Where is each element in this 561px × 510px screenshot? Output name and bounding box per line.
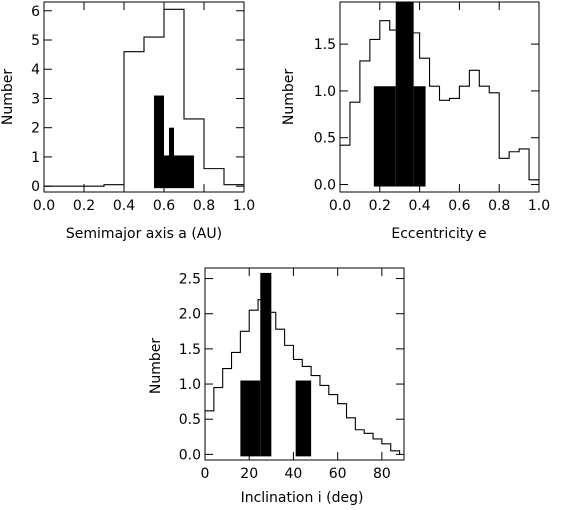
panel1-ytick-label: 5 (31, 33, 40, 49)
panel2-xtick-label: 0.6 (448, 198, 470, 214)
panel2-filled-bar (413, 86, 426, 187)
panel1-ytick-label: 1 (31, 150, 40, 166)
panel3-filled-bar (260, 272, 272, 457)
panel3-outline-histogram (205, 299, 401, 455)
panel1-xtick-label: 0.2 (73, 198, 95, 214)
panel2-ytick-label: 1.5 (314, 37, 336, 53)
panel1-ytick-label: 0 (31, 179, 40, 195)
panel3-ytick-label: 1.0 (179, 377, 201, 393)
panel2-ylabel: Number (281, 69, 297, 125)
panel3-xtick-label: 40 (285, 466, 303, 482)
panel3-xtick-label: 80 (373, 466, 391, 482)
panel1-ytick-label: 2 (31, 121, 40, 137)
panel2-xtick-label: 0.0 (329, 198, 351, 214)
panel-semimajor-axis: Semimajor axis a (AU) Number 0.0 0.2 0.4 0.… (0, 1, 255, 242)
panel1-filled-bar (174, 155, 184, 189)
panel1-xtick-label: 0.8 (193, 198, 215, 214)
panel3-xtick-label: 0 (201, 466, 210, 482)
panel1-xtick-label: 0.6 (153, 198, 175, 214)
panel1-ylabel: Number (0, 69, 16, 125)
panel2-xlabel: Eccentricity e (391, 226, 486, 242)
panel2-filled-bar (395, 2, 414, 187)
panel3-xtick-label: 20 (240, 466, 258, 482)
panel3-filled-bar (295, 380, 312, 457)
panel3-ytick-label: 2.5 (179, 272, 201, 288)
panel1-frame (43, 1, 245, 193)
panel1-ytick-label: 6 (31, 4, 40, 20)
panel2-ytick-label: 1.0 (314, 84, 336, 100)
panel1-ytick-label: 3 (31, 91, 40, 107)
panel1-filled-bar (169, 127, 174, 189)
panel2-frame (339, 1, 540, 193)
panel-inclination: Inclination i (deg) Number 0 20 40 60 80 0.0 0… (148, 267, 405, 506)
panel1-plot-area (44, 8, 244, 189)
panel2-xtick-label: 0.2 (369, 198, 391, 214)
panel2-xtick-label: 1.0 (528, 198, 550, 214)
panel3-ytick-label: 0.0 (179, 447, 201, 463)
panel2-outline-histogram (340, 13, 539, 185)
panel3-ytick-label: 0.5 (179, 412, 201, 428)
panel3-xlabel: Inclination i (deg) (241, 490, 364, 506)
panel2-ytick-label: 0.5 (314, 131, 336, 147)
panel2-plot-area (340, 2, 539, 187)
panel3-ylabel: Number (148, 338, 164, 394)
panel3-ytick-label: 1.5 (179, 342, 201, 358)
panel1-xtick-label: 1.0 (233, 198, 255, 214)
panel2-xtick-label: 0.4 (408, 198, 430, 214)
panel3-filled-bar (240, 380, 261, 457)
panel2-ytick-label: 0.0 (314, 178, 336, 194)
panel1-xtick-label: 0.0 (33, 198, 55, 214)
panel1-outline-histogram (44, 8, 244, 187)
panel3-frame (204, 267, 405, 461)
panel-eccentricity: Eccentricity e Number 0.0 0.2 0.4 0.6 0.8 1.0… (281, 1, 550, 242)
panel3-ytick-label: 2.0 (179, 307, 201, 323)
panel1-xlabel: Semimajor axis a (AU) (66, 226, 222, 242)
panel1-xtick-label: 0.4 (113, 198, 135, 214)
panel2-filled-bar (373, 86, 396, 187)
panel1-filled-bar (154, 95, 164, 189)
panel2-xtick-label: 0.8 (488, 198, 510, 214)
panel1-filled-bar (184, 155, 194, 189)
panel3-plot-area (205, 272, 401, 457)
panel1-ytick-label: 4 (31, 62, 40, 78)
panel3-xtick-label: 60 (329, 466, 347, 482)
panel1-filled-bar (164, 155, 169, 189)
